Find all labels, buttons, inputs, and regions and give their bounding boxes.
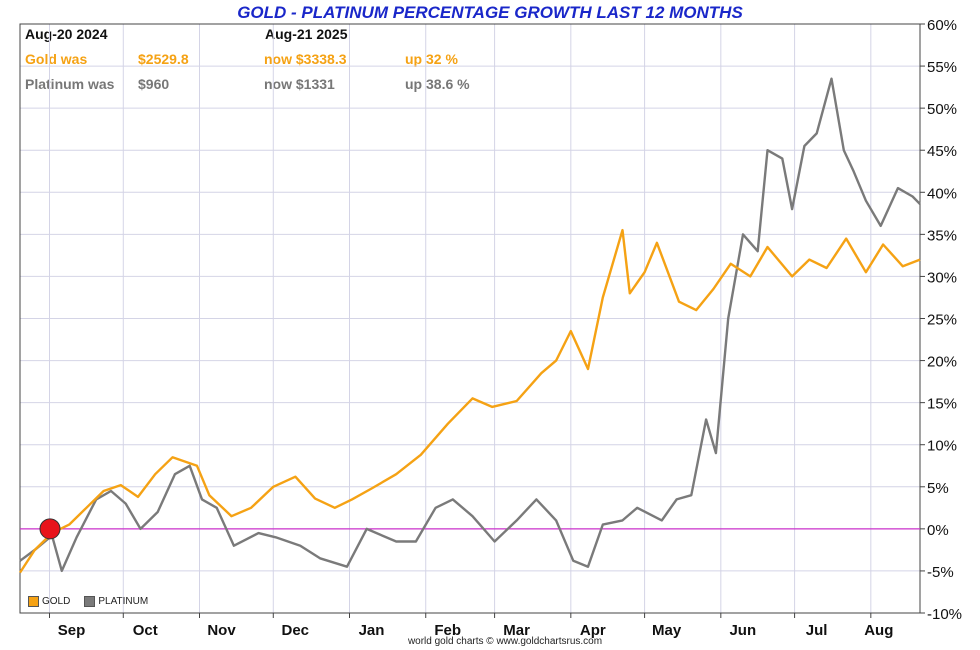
y-tick-label: 10% xyxy=(927,438,957,455)
y-tick-label: 5% xyxy=(927,480,949,497)
end-date-label: Aug-21 2025 xyxy=(265,26,348,42)
legend-label-platinum: PLATINUM xyxy=(98,596,149,607)
platinum-now-price: now $1331 xyxy=(264,76,335,92)
x-tick-label: Oct xyxy=(133,622,158,639)
chart-credit: world gold charts © www.goldchartsrus.co… xyxy=(407,636,603,647)
gold-label: Gold was xyxy=(25,51,88,67)
series-line-gold xyxy=(18,228,921,574)
series-line-platinum xyxy=(19,77,921,573)
y-tick-label: 60% xyxy=(927,17,957,34)
y-tick-label: 15% xyxy=(927,396,957,413)
chart-title: GOLD - PLATINUM PERCENTAGE GROWTH LAST 1… xyxy=(237,3,743,22)
plot-frame xyxy=(19,23,921,614)
start-date-label: Aug-20 2024 xyxy=(25,26,108,42)
start-marker xyxy=(39,518,61,540)
legend-swatch-platinum xyxy=(84,596,96,607)
y-tick-label: 50% xyxy=(927,101,957,118)
gold-start-price: $2529.8 xyxy=(138,51,189,67)
y-tick-label: 55% xyxy=(927,59,957,76)
y-tick-label: 20% xyxy=(927,354,957,371)
platinum-growth: up 38.6 % xyxy=(405,76,470,92)
y-tick-label: 45% xyxy=(927,143,957,160)
y-tick-label: -10% xyxy=(927,606,962,623)
x-tick-label: Dec xyxy=(282,622,310,639)
platinum-label: Platinum was xyxy=(25,76,115,92)
legend-item-platinum: PLATINUM xyxy=(84,596,148,607)
platinum-start-price: $960 xyxy=(138,76,170,92)
legend-swatch-gold xyxy=(28,596,39,607)
y-tick-label: 0% xyxy=(927,522,949,539)
x-tick-label: Feb xyxy=(434,622,461,639)
gold-now-price: now $3338.3 xyxy=(264,51,347,67)
y-tick-label: 40% xyxy=(927,185,957,202)
x-tick-label: Nov xyxy=(207,622,236,639)
y-tick-label: -5% xyxy=(927,564,954,581)
x-tick-label: Jun xyxy=(729,622,756,639)
y-tick-label: 35% xyxy=(927,227,957,244)
x-tick-label: Sep xyxy=(58,622,86,639)
x-tick-label: Jul xyxy=(806,622,828,639)
y-tick-label: 25% xyxy=(927,312,957,329)
legend: GOLD PLATINUM xyxy=(28,596,156,607)
x-tick-label: May xyxy=(652,622,682,639)
x-tick-label: Aug xyxy=(864,622,893,639)
gold-growth: up 32 % xyxy=(405,51,458,67)
x-tick-label: Mar xyxy=(503,622,530,639)
legend-item-gold: GOLD xyxy=(28,596,70,607)
x-tick-label: Jan xyxy=(359,622,385,639)
legend-label-gold: GOLD xyxy=(42,596,71,607)
y-tick-label: 30% xyxy=(927,269,957,286)
x-tick-label: Apr xyxy=(580,622,606,639)
